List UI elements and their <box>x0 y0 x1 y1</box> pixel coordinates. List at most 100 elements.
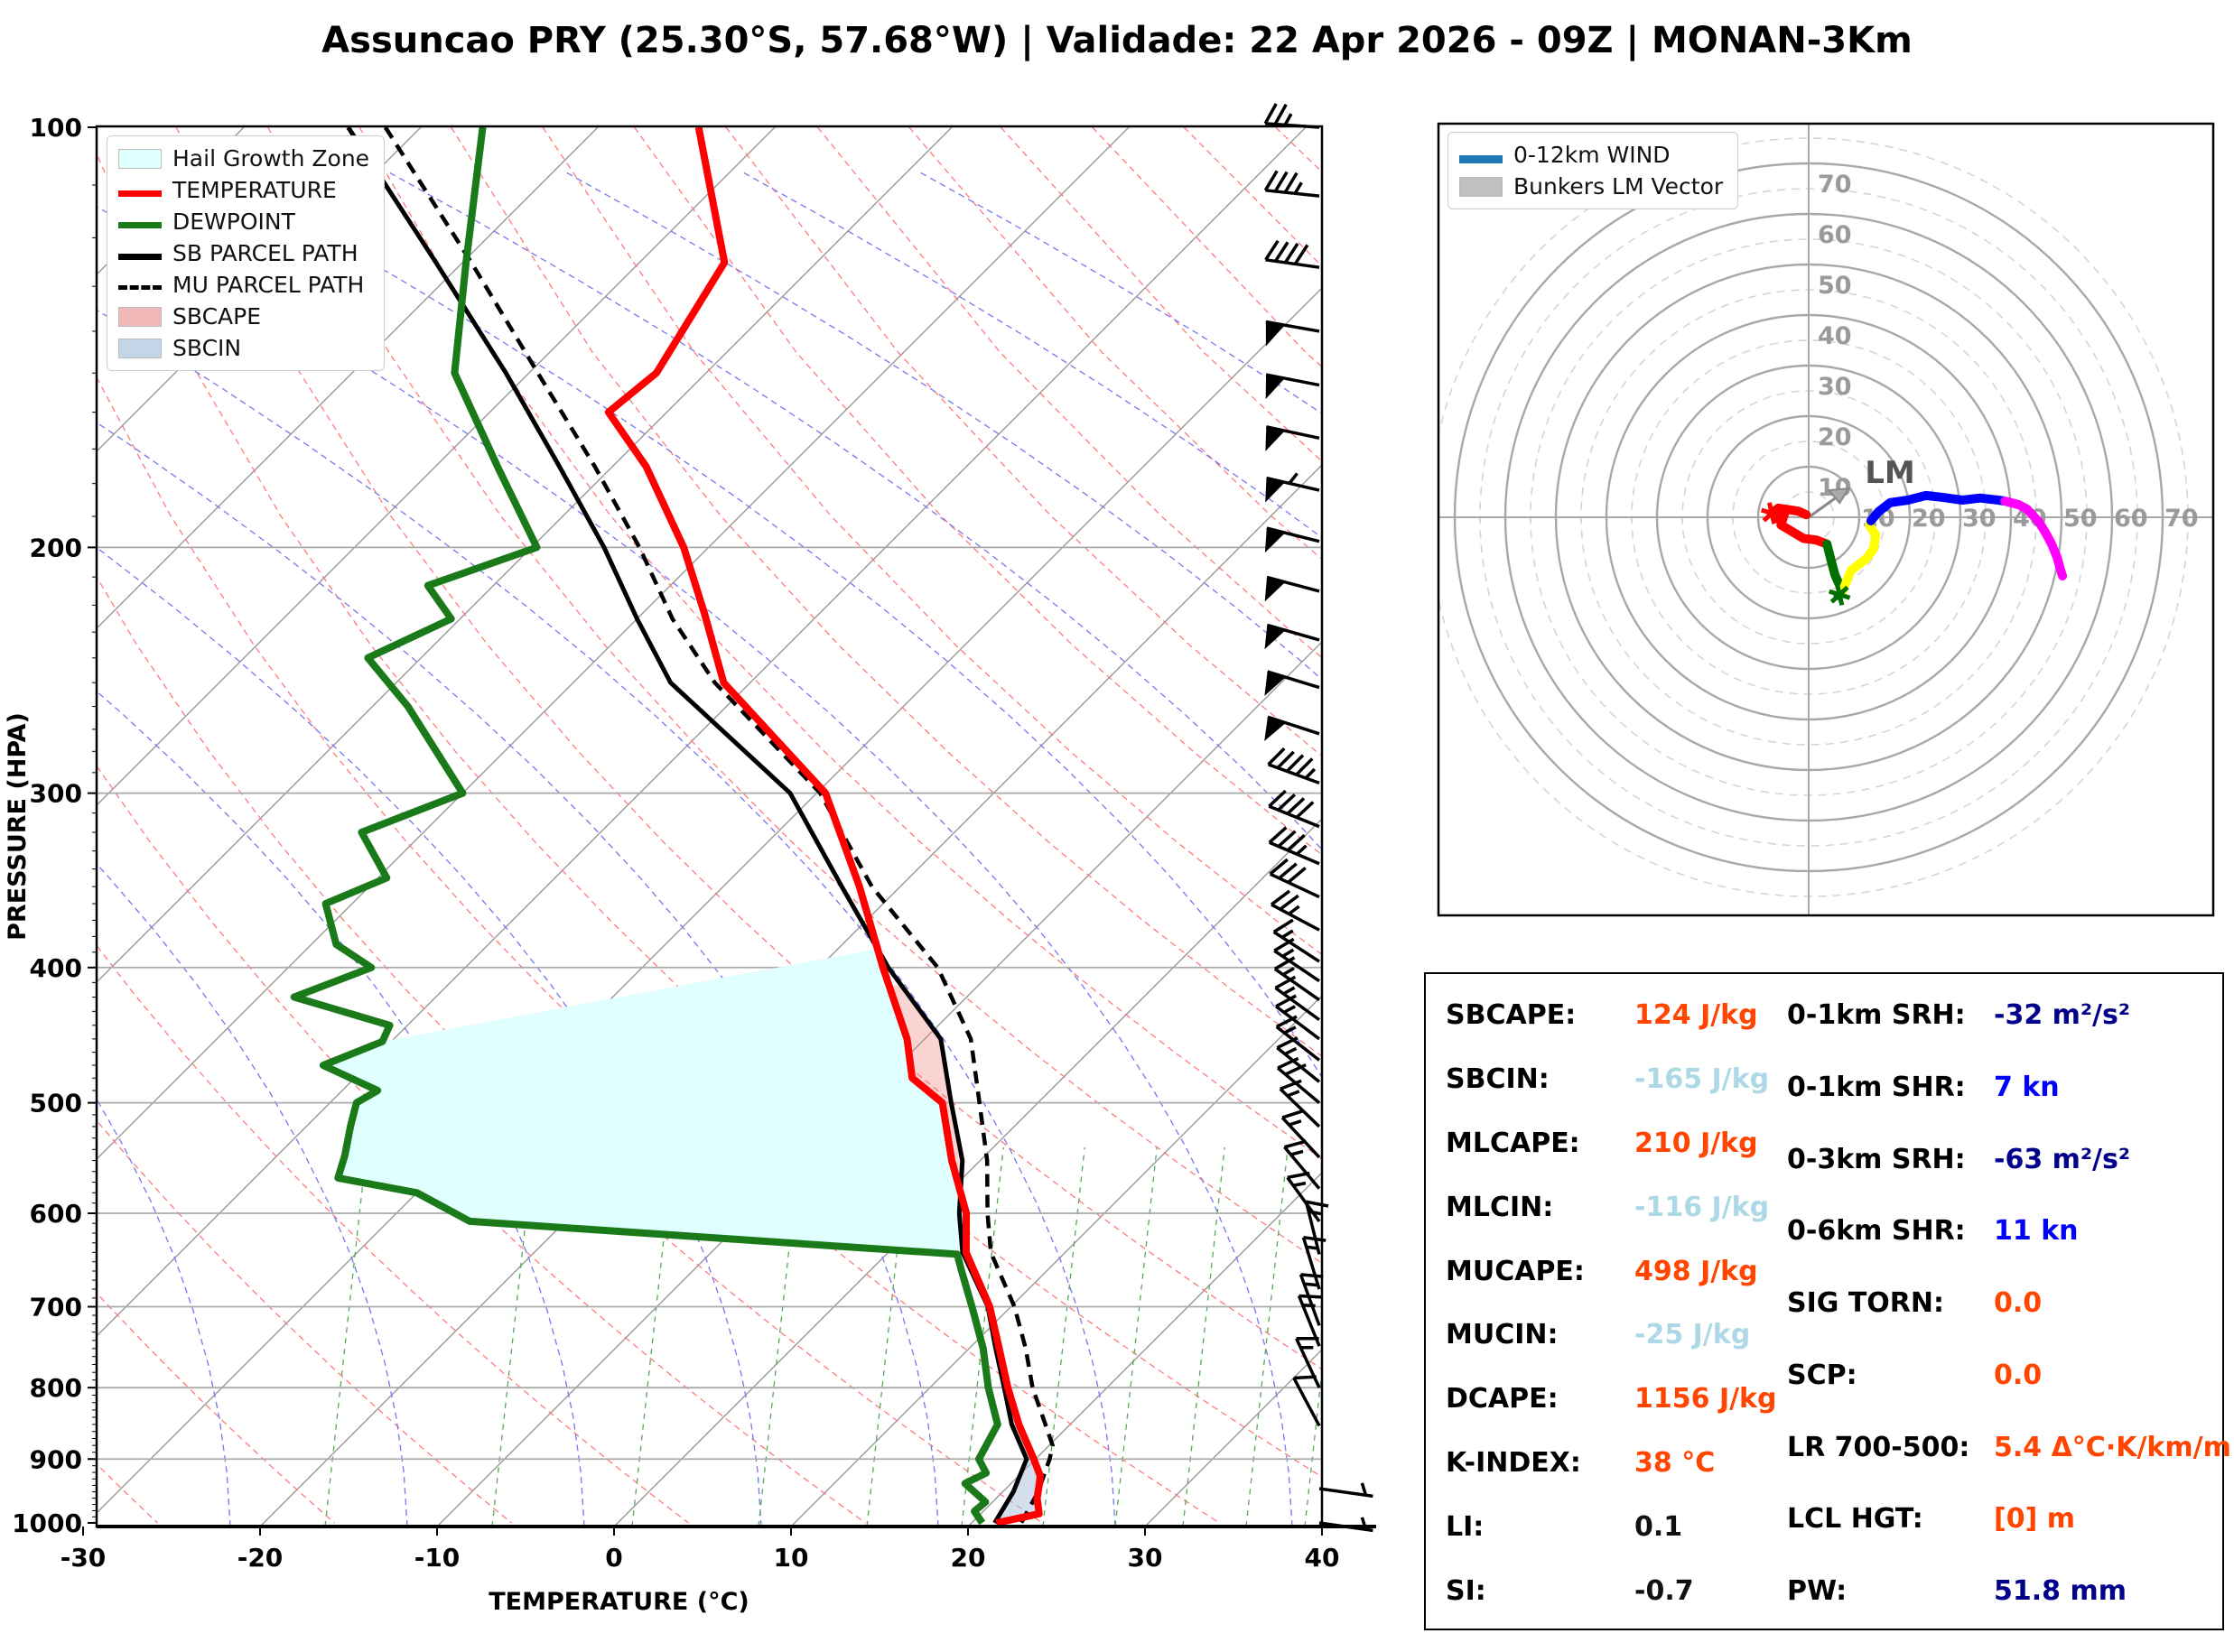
index-label: MLCIN: <box>1446 1191 1554 1223</box>
isotherm-line <box>1321 1526 1322 1527</box>
index-value: 7 kn <box>1994 1071 2060 1103</box>
table-row: MUCIN: -25 J/kg <box>1446 1319 1789 1350</box>
swatch-icon <box>1459 176 1503 197</box>
isotherm-line <box>259 464 1322 1527</box>
y-axis-title: PRESSURE (HPA) <box>4 712 32 941</box>
wind-barb <box>1265 425 1320 451</box>
wind-barb <box>1295 1337 1321 1388</box>
legend-item: SB PARCEL PATH <box>118 240 369 266</box>
table-row: LI: 0.1 <box>1446 1511 1789 1543</box>
legend-item: MU PARCEL PATH <box>118 272 369 298</box>
temp-tick-label: -10 <box>414 1543 461 1573</box>
index-label: MUCIN: <box>1446 1319 1559 1351</box>
mixing-ratio-line <box>324 1146 368 1527</box>
dry-adiabat-line <box>542 126 1322 956</box>
index-value: [0] m <box>1994 1503 2075 1536</box>
swatch-icon <box>118 306 162 327</box>
x-axis-title: TEMPERATURE (°C) <box>489 1588 749 1616</box>
wind-barb <box>1318 1482 1373 1499</box>
dry-adiabat-line <box>1000 126 1322 462</box>
hodograph-trace-9-12km <box>2000 497 2068 580</box>
dry-adiabat-line <box>97 944 689 1524</box>
mu-parcel-path-curve <box>383 126 1056 1525</box>
isotherm-line <box>1144 1349 1322 1527</box>
ring-label-horizontal: 30 <box>1962 505 1997 533</box>
wind-barb <box>1275 994 1321 1041</box>
dry-adiabat-line <box>633 126 1322 856</box>
line-sample-icon <box>118 181 162 200</box>
legend-item: SBCAPE <box>118 303 369 329</box>
ring-label-vertical: 70 <box>1818 171 1852 199</box>
table-row: MLCAPE: 210 J/kg <box>1446 1128 1789 1159</box>
table-row: PW: 51.8 mm <box>1787 1575 2211 1607</box>
moist-adiabat-line <box>97 1098 231 1527</box>
mixing-ratio-line <box>961 1146 1004 1527</box>
hodograph-trace-3-6km <box>1838 515 1880 597</box>
index-value: -165 J/kg <box>1634 1063 1770 1095</box>
dry-adiabat-line <box>725 126 1322 757</box>
temp-tick-label: 10 <box>774 1543 809 1573</box>
pressure-tick-label: 900 <box>30 1444 82 1474</box>
table-row: SI: -0.7 <box>1446 1575 1789 1607</box>
isotherm-line <box>613 818 1322 1527</box>
table-row: SCP: 0.0 <box>1787 1360 2211 1391</box>
wind-barb <box>1264 526 1320 553</box>
index-value: -0.7 <box>1634 1574 1694 1607</box>
legend-item-label: 0-12km WIND <box>1513 142 1671 168</box>
ring-label-horizontal: 20 <box>1912 505 1946 533</box>
table-row: 0-3km SRH: -63 m²/s² <box>1787 1144 2211 1175</box>
wind-barb <box>1283 1139 1321 1190</box>
legend-item: 0-12km WIND <box>1459 142 1723 168</box>
index-value: 124 J/kg <box>1634 999 1758 1031</box>
pressure-tick-label: 200 <box>30 533 82 562</box>
legend-item-label: SB PARCEL PATH <box>172 240 358 266</box>
table-row: SIG TORN: 0.0 <box>1787 1287 2211 1319</box>
index-value: 5.4 Δ°C·K/km/m <box>1994 1431 2231 1463</box>
wind-barb <box>1272 918 1320 963</box>
wind-barb <box>1270 889 1320 932</box>
index-label: 0-1km SHR: <box>1787 1071 1966 1103</box>
dry-adiabat-line <box>451 126 1322 1057</box>
isotherm-line <box>97 126 777 806</box>
index-value: 0.1 <box>1634 1511 1683 1543</box>
wind-barb <box>1264 670 1320 696</box>
dry-adiabat-line <box>97 1292 335 1524</box>
line-sample-icon <box>118 275 162 295</box>
moist-adiabat-line <box>97 206 1293 1527</box>
table-row: SBCIN: -165 J/kg <box>1446 1063 1789 1095</box>
legend-item-label: Bunkers LM Vector <box>1513 173 1724 200</box>
mixing-ratio-line <box>1042 1146 1085 1527</box>
temp-tick-label: 20 <box>951 1543 986 1573</box>
dry-adiabat-line <box>908 126 1322 561</box>
wind-barb <box>1280 1109 1321 1159</box>
sb-parcel-path-curve <box>346 126 1029 1525</box>
index-label: 0-3km SRH: <box>1787 1143 1966 1175</box>
table-row: LCL HGT: [0] m <box>1787 1503 2211 1535</box>
ring-label-horizontal: 70 <box>2164 505 2199 533</box>
legend-item-label: SBCIN <box>172 335 242 361</box>
legend-item: Bunkers LM Vector <box>1459 173 1723 200</box>
legend-item-label: MU PARCEL PATH <box>172 272 365 298</box>
pressure-tick-label: 800 <box>30 1373 82 1403</box>
isotherm-line <box>97 287 1322 1514</box>
table-row: 0-1km SRH: -32 m²/s² <box>1787 999 2211 1031</box>
table-row: SBCAPE: 124 J/kg <box>1446 999 1789 1031</box>
wind-barb <box>1264 575 1320 602</box>
temp-tick-label: 30 <box>1128 1543 1163 1573</box>
wind-barb <box>1269 858 1320 899</box>
pressure-tick-label: 600 <box>30 1199 82 1229</box>
temp-tick-label: -30 <box>61 1543 107 1573</box>
isotherm-line <box>97 126 1308 1337</box>
temperature-curve <box>604 126 1044 1527</box>
index-value: -116 J/kg <box>1634 1191 1770 1223</box>
ring-label-horizontal: 60 <box>2114 505 2148 533</box>
legend-item-label: Hail Growth Zone <box>172 145 370 172</box>
index-value: -63 m²/s² <box>1994 1143 2130 1175</box>
index-value: 0.0 <box>1994 1359 2043 1391</box>
wind-barb <box>1299 1273 1324 1326</box>
ring-label-vertical: 60 <box>1818 221 1852 249</box>
hodograph-legend: 0-12km WIND Bunkers LM Vector <box>1447 132 1739 209</box>
